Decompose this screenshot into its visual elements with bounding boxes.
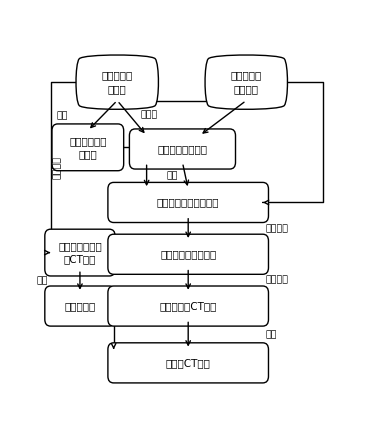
Text: 去归一化的投影数据: 去归一化的投影数据 (160, 249, 216, 259)
Text: 图像重建: 图像重建 (53, 156, 62, 179)
Text: 插值: 插值 (166, 171, 178, 180)
Text: 含金属的投
影数据: 含金属的投 影数据 (102, 71, 133, 94)
FancyBboxPatch shape (45, 286, 115, 326)
Text: 分层: 分层 (36, 276, 48, 286)
Text: 金属投影的位
置标记: 金属投影的位 置标记 (69, 136, 107, 159)
FancyBboxPatch shape (205, 55, 287, 109)
FancyBboxPatch shape (76, 55, 158, 109)
Text: 图像重建: 图像重建 (266, 276, 289, 285)
Text: 去归一化: 去归一化 (266, 224, 289, 233)
FancyBboxPatch shape (52, 124, 124, 171)
Text: 合并: 合并 (266, 330, 277, 339)
Text: 不含金属的CT图像: 不含金属的CT图像 (159, 301, 217, 311)
FancyBboxPatch shape (108, 343, 269, 383)
Text: 最终的CT图像: 最终的CT图像 (166, 358, 211, 368)
FancyBboxPatch shape (130, 129, 235, 169)
FancyBboxPatch shape (108, 286, 269, 326)
FancyBboxPatch shape (108, 234, 269, 274)
FancyBboxPatch shape (108, 182, 269, 223)
Text: 归一化的投影数据: 归一化的投影数据 (158, 144, 208, 154)
Text: 金属的图像: 金属的图像 (64, 301, 95, 311)
Text: 含有金属及伪影
的CT图像: 含有金属及伪影 的CT图像 (58, 241, 102, 264)
Text: 归一化: 归一化 (141, 110, 158, 119)
FancyBboxPatch shape (45, 229, 115, 276)
Text: 分层: 分层 (56, 111, 68, 120)
Text: 不含金属的
投影数据: 不含金属的 投影数据 (231, 71, 262, 94)
Text: 插值处理后的投影数据: 插值处理后的投影数据 (157, 197, 219, 207)
